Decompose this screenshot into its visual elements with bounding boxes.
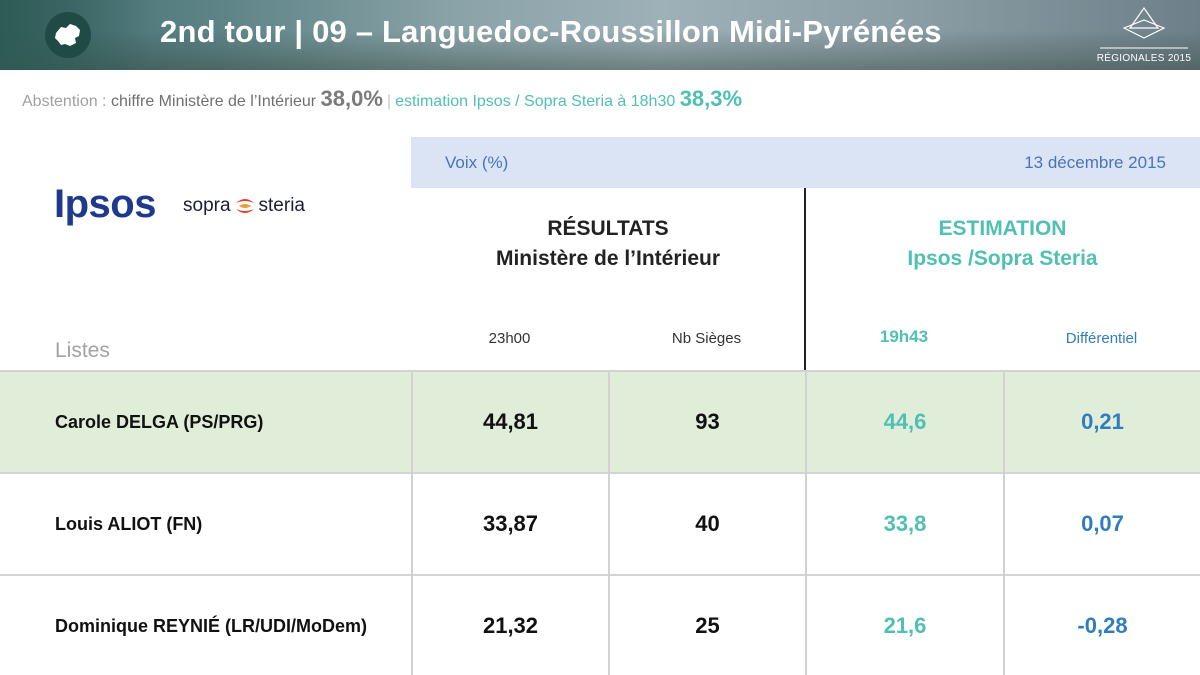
unit-label: Voix (%) [445, 153, 509, 172]
candidate-name: Dominique REYNIÉ (LR/UDI/MoDem) [55, 615, 368, 636]
differential-value: 0,07 [1003, 474, 1200, 574]
result-value: 44,81 [411, 372, 608, 472]
col-header-differential: Différentiel [1065, 330, 1138, 347]
date-bar: Voix (%) 13 décembre 2015 [411, 137, 1200, 188]
estimation-heading: ESTIMATION Ipsos /Sopra Steria [805, 214, 1200, 274]
ballot-box-icon [1100, 6, 1188, 49]
estimation-heading-title: ESTIMATION [938, 217, 1067, 240]
rows-label: Listes [55, 339, 110, 362]
candidate-name: Louis ALIOT (FN) [55, 513, 203, 534]
header-banner: 2nd tour | 09 – Languedoc-Roussillon Mid… [0, 0, 1200, 70]
result-value: 33,87 [411, 474, 608, 574]
table-row: Carole DELGA (PS/PRG) 44,81 93 44,6 0,21 [0, 370, 1200, 472]
table-row: Dominique REYNIÉ (LR/UDI/MoDem) 21,32 25… [0, 574, 1200, 675]
abstention-line: Abstention : chiffre Ministère de l’Inté… [22, 86, 742, 112]
abstention-separator: | [386, 93, 392, 110]
estimation-value: 21,6 [805, 576, 1003, 675]
abstention-label: Abstention : [22, 93, 111, 110]
region-map-icon [45, 12, 91, 58]
regionales-badge: RÉGIONALES 2015 [1096, 4, 1192, 66]
abstention-estimation-label: estimation Ipsos / Sopra Steria à 18h30 [395, 93, 680, 110]
results-heading-subtitle: Ministère de l’Intérieur [495, 247, 721, 270]
seats-value: 93 [608, 372, 805, 472]
abstention-ministere-label: chiffre Ministère de l’Intérieur [110, 93, 321, 110]
estimation-heading-subtitle: Ipsos /Sopra Steria [907, 247, 1098, 270]
col-header-seats: Nb Sièges [671, 330, 742, 347]
candidate-name: Carole DELGA (PS/PRG) [55, 411, 264, 432]
ipsos-logo: Ipsos [54, 182, 156, 226]
sopra-logo-right: steria [258, 195, 305, 216]
date-label: 13 décembre 2015 [1024, 153, 1166, 172]
seats-value: 25 [608, 576, 805, 675]
col-header-results-time: 23h00 [488, 330, 531, 347]
results-heading-title: RÉSULTATS [547, 217, 669, 240]
estimation-value: 33,8 [805, 474, 1003, 574]
sopra-steria-logo: sopra steria [183, 195, 305, 217]
page-title: 2nd tour | 09 – Languedoc-Roussillon Mid… [160, 14, 942, 49]
abstention-estimation-value: 38,3% [679, 86, 743, 111]
results-heading: RÉSULTATS Ministère de l’Intérieur [411, 214, 805, 274]
sopra-steria-mark-icon [235, 199, 254, 213]
result-value: 21,32 [411, 576, 608, 675]
abstention-ministere-value: 38,0% [320, 86, 383, 111]
estimation-value: 44,6 [805, 372, 1003, 472]
seats-value: 40 [608, 474, 805, 574]
differential-value: -0,28 [1003, 576, 1200, 675]
col-header-estimation-time: 19h43 [879, 327, 929, 346]
regionales-label: RÉGIONALES 2015 [1096, 53, 1192, 64]
column-divider [804, 188, 806, 370]
differential-value: 0,21 [1003, 372, 1200, 472]
table-row: Louis ALIOT (FN) 33,87 40 33,8 0,07 [0, 472, 1200, 574]
sopra-logo-left: sopra [183, 195, 231, 216]
